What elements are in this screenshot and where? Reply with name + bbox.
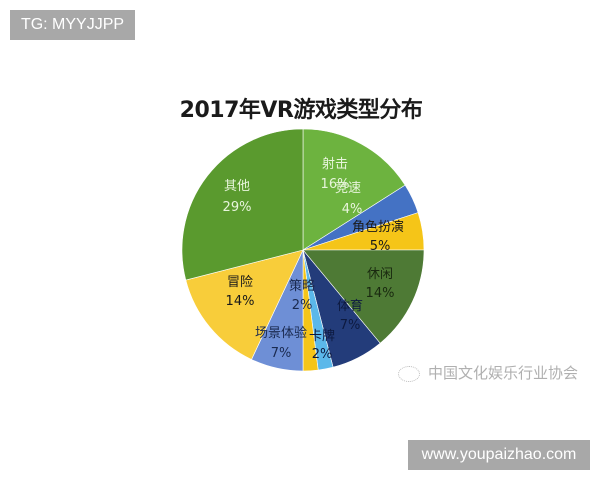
chart-title: 2017年VR游戏类型分布 <box>179 98 423 123</box>
watermark-top-left: TG: MYYJJPP <box>10 10 135 40</box>
org-watermark: 中国文化娱乐行业协会 <box>398 362 578 383</box>
slice-percent: 2% <box>292 298 313 313</box>
slice-label: 其他 <box>224 179 250 194</box>
slice-label: 卡牌 <box>309 328 335 344</box>
slice-percent: 5% <box>370 239 391 254</box>
slice-label: 射击 <box>322 156 348 172</box>
pie-labels: 射击16%竞速4%角色扮演5%休闲14%体育7%卡牌2%策略2%场景体验7%冒险… <box>223 156 404 362</box>
slice-label: 角色扮演 <box>352 219 404 235</box>
slice-label: 冒险 <box>227 275 253 290</box>
slice-percent: 14% <box>226 294 255 309</box>
slice-label: 体育 <box>337 298 363 314</box>
slice-percent: 7% <box>271 346 292 361</box>
slice-label: 竞速 <box>335 180 361 196</box>
slice-percent: 29% <box>223 200 252 215</box>
slice-percent: 7% <box>340 318 361 333</box>
slice-percent: 16% <box>321 177 350 192</box>
pie-slices <box>181 128 425 372</box>
slice-label: 休闲 <box>367 267 393 282</box>
slice-label: 场景体验 <box>255 325 307 341</box>
org-name: 中国文化娱乐行业协会 <box>428 364 579 382</box>
slice-percent: 4% <box>342 202 363 217</box>
pie-slice <box>302 128 406 251</box>
slice-percent: 2% <box>312 347 333 362</box>
pie-slice <box>302 249 425 344</box>
pie-slice <box>185 249 304 360</box>
slice-percent: 14% <box>366 286 395 301</box>
pie-slice <box>181 128 304 281</box>
slice-label: 策略 <box>289 278 315 294</box>
watermark-bottom-right: www.youpaizhao.com <box>408 440 590 470</box>
wechat-logo-icon <box>398 365 420 382</box>
